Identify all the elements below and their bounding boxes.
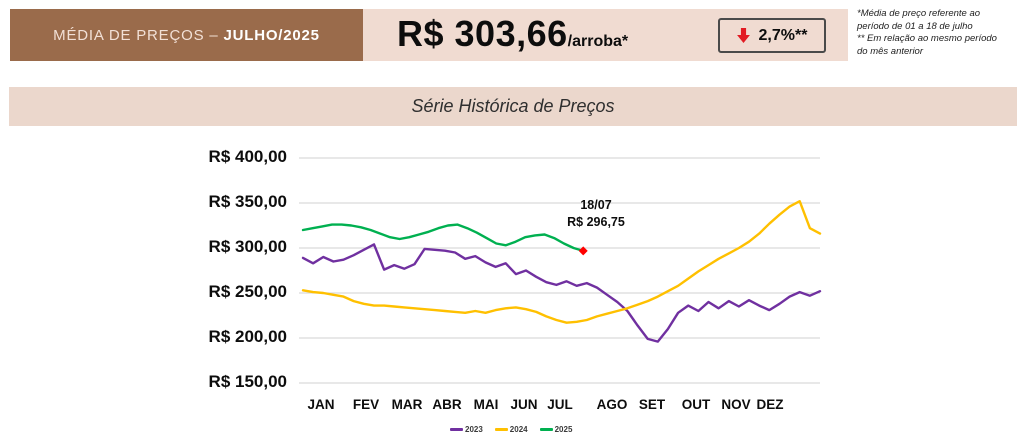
- series-line-2024: [301, 200, 822, 324]
- chart-canvas: [299, 157, 822, 384]
- y-axis-label: R$ 300,00: [208, 237, 287, 256]
- section-title: Série Histórica de Preços: [411, 96, 615, 116]
- y-axis-label: R$ 400,00: [208, 147, 287, 166]
- footnote-line-1: *Média de preço referente ao período de …: [857, 8, 981, 32]
- period-label-prefix: MÉDIA DE PREÇOS –: [53, 26, 224, 44]
- x-axis-label-out: OUT: [681, 397, 711, 412]
- x-axis-label-fev: FEV: [352, 397, 380, 412]
- latest-price-marker: [578, 246, 588, 256]
- legend: 2023 2024 2025: [450, 425, 572, 434]
- legend-dash-icon: [539, 428, 553, 431]
- down-arrow-shape: [736, 28, 750, 43]
- footnote-line-2: ** Em relação ao mesmo período do mês an…: [857, 33, 997, 57]
- footnote: *Média de preço referente ao período de …: [857, 8, 1009, 58]
- price-panel: R$ 303,66/arroba* 2,7%**: [363, 9, 848, 61]
- period-label: MÉDIA DE PREÇOS – JULHO/2025: [53, 27, 320, 44]
- x-axis-label-jan: JAN: [307, 397, 335, 412]
- x-axis-label-dez: DEZ: [756, 397, 784, 412]
- period-banner: MÉDIA DE PREÇOS – JULHO/2025: [10, 9, 363, 61]
- x-axis-label-nov: NOV: [721, 397, 751, 412]
- latest-price-annotation: 18/07 R$ 296,75: [531, 197, 661, 231]
- price-value: R$ 303,66: [397, 13, 568, 54]
- x-axis-label-mai: MAI: [473, 397, 499, 412]
- annotation-price: R$ 296,75: [567, 215, 625, 229]
- x-axis-label-jul: JUL: [547, 397, 573, 412]
- section-title-bar: Série Histórica de Preços: [9, 87, 1017, 126]
- legend-item-2024: 2024: [494, 425, 528, 434]
- legend-label: 2024: [509, 425, 528, 434]
- period-label-month: JULHO/2025: [223, 26, 320, 44]
- price-history-chart: R$ 400,00 R$ 350,00 R$ 300,00 R$ 250,00 R$ 2…: [0, 140, 1024, 441]
- y-axis-label: R$ 250,00: [208, 282, 287, 301]
- legend-item-2025: 2025: [539, 425, 573, 434]
- y-axis-label: R$ 150,00: [208, 372, 287, 391]
- price-unit: /arroba*: [567, 33, 629, 50]
- legend-dash-icon: [494, 428, 508, 431]
- legend-dash-icon: [450, 428, 463, 431]
- x-axis-label-set: SET: [638, 397, 666, 412]
- series-line-2023: [301, 243, 822, 343]
- y-axis-label: R$ 350,00: [208, 192, 287, 211]
- annotation-date: 18/07: [580, 198, 612, 212]
- legend-label: 2025: [554, 425, 573, 434]
- x-axis-label-abr: ABR: [432, 397, 462, 412]
- y-axis-label: R$ 200,00: [208, 327, 287, 346]
- series-line-2025: [301, 223, 585, 253]
- x-axis-label-ago: AGO: [596, 397, 628, 412]
- change-badge: 2,7%**: [718, 18, 826, 53]
- legend-item-2023: 2023: [450, 425, 483, 434]
- x-axis-label-jun: JUN: [510, 397, 538, 412]
- down-arrow-icon: [736, 28, 750, 43]
- change-value: 2,7%**: [758, 26, 808, 44]
- x-axis-label-mar: MAR: [391, 397, 423, 412]
- average-price: R$ 303,66/arroba*: [397, 13, 628, 55]
- legend-label: 2023: [465, 425, 483, 434]
